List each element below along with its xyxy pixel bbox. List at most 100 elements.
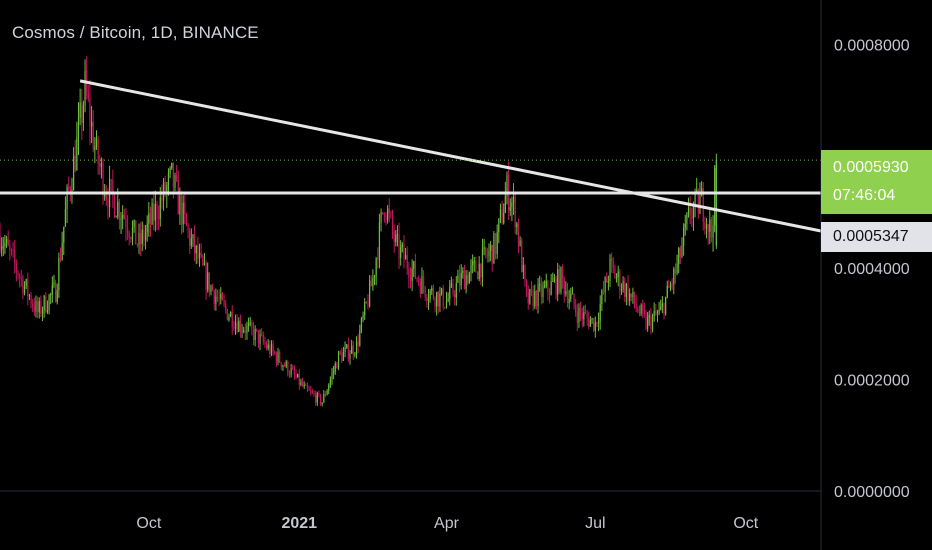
candle-body: [257, 330, 260, 344]
candle-body: [710, 219, 713, 238]
candle-body: [19, 276, 21, 278]
candle-body: [122, 214, 124, 219]
candle-body: [221, 293, 224, 301]
candle-body: [76, 137, 78, 171]
candle-body: [593, 318, 595, 331]
candle-body: [383, 213, 385, 216]
candle-body: [334, 363, 336, 372]
candle-body: [177, 179, 179, 215]
candle-body: [355, 341, 358, 355]
candle-body: [588, 317, 590, 327]
candle-body: [270, 344, 273, 354]
candle-body: [704, 222, 706, 229]
candle-body: [638, 312, 641, 314]
candle-body: [300, 381, 302, 385]
candle-body: [239, 320, 242, 332]
candle-body: [544, 286, 546, 288]
candle-body: [341, 353, 343, 361]
candle-body: [511, 202, 513, 208]
candle-body: [478, 263, 480, 280]
candle-body: [463, 270, 466, 290]
candle-body: [55, 282, 57, 302]
candle-body: [9, 245, 11, 250]
candle-body: [130, 237, 132, 240]
candle-body: [329, 379, 331, 386]
candle-body: [424, 287, 426, 297]
candle-body: [264, 342, 266, 345]
candle-body: [140, 233, 142, 245]
bar-countdown: 07:46:04: [833, 187, 896, 204]
candle-body: [197, 245, 199, 259]
candle-body: [432, 288, 434, 299]
candle-body: [205, 263, 207, 290]
candle-body: [527, 292, 529, 304]
candle-body: [651, 316, 654, 329]
candle-body: [498, 218, 500, 233]
candle-body: [301, 381, 304, 387]
candle-body: [84, 70, 86, 106]
candle-body: [465, 275, 467, 290]
price-tick-label: 0.0004000: [834, 261, 910, 278]
candle-body: [522, 265, 524, 273]
candle-body: [277, 352, 279, 363]
candle-body: [22, 277, 24, 294]
candle-body: [254, 328, 256, 341]
candle-body: [362, 315, 364, 319]
candle-body: [279, 352, 281, 363]
candle-body: [295, 374, 297, 378]
candle-body: [473, 261, 475, 263]
candle-body: [602, 290, 605, 293]
candle-body: [630, 293, 632, 298]
candle-body: [223, 300, 225, 304]
candle-body: [215, 296, 217, 304]
candle-body: [645, 314, 647, 329]
candle-body: [418, 279, 420, 283]
candle-body: [172, 162, 174, 188]
candle-body: [285, 361, 287, 367]
candle-body: [136, 244, 138, 246]
candle-body: [526, 280, 528, 293]
candle-body: [133, 220, 135, 228]
candle-body: [99, 163, 101, 167]
candle-body: [359, 330, 361, 346]
candle-body: [458, 275, 461, 286]
candle-body: [450, 283, 452, 287]
candle-body: [625, 284, 627, 298]
candle-body: [171, 162, 173, 168]
candle-body: [483, 247, 485, 249]
candle-body: [120, 218, 122, 221]
candle-body: [20, 277, 22, 279]
candle-body: [203, 263, 206, 266]
candle-body: [606, 277, 608, 283]
candle-body: [454, 294, 456, 298]
candle-body: [149, 213, 152, 225]
candle-body: [552, 280, 554, 282]
candle-body: [349, 353, 351, 359]
candle-body: [609, 258, 611, 282]
candle-body: [565, 291, 567, 295]
candle-body: [684, 223, 686, 229]
candle-body: [156, 204, 158, 219]
candle-body: [494, 233, 497, 254]
candle-body: [591, 318, 593, 321]
candle-body: [714, 167, 716, 226]
candle-body: [669, 284, 672, 288]
candle-body: [537, 284, 539, 306]
candle-body: [208, 272, 210, 293]
candle-body: [663, 303, 665, 315]
candle-body: [576, 312, 578, 323]
candle-body: [568, 298, 570, 304]
candle-body: [72, 155, 75, 191]
candle-body: [216, 296, 219, 299]
candle-body: [615, 276, 618, 279]
candle-body: [486, 254, 488, 257]
candle-body: [143, 229, 145, 241]
candle-body: [233, 327, 235, 329]
candle-body: [481, 248, 484, 278]
candle-body: [501, 209, 503, 224]
candle-body: [262, 334, 264, 343]
candle-body: [400, 246, 402, 259]
candle-body: [146, 223, 148, 233]
candle-body: [524, 265, 526, 281]
